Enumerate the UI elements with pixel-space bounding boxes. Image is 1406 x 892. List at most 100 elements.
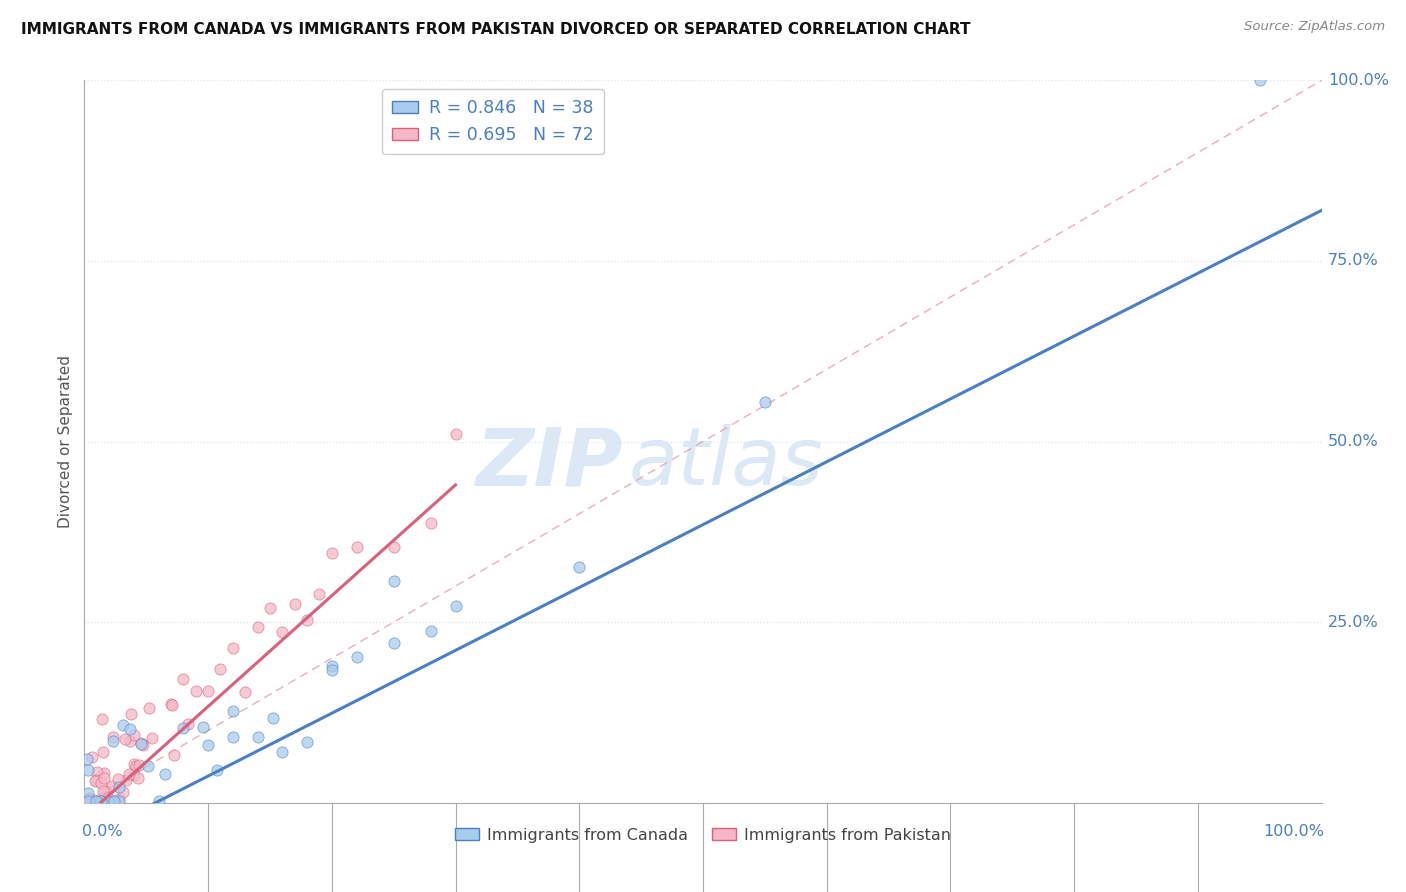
Point <box>79 795 101 809</box>
Point <box>86 765 108 780</box>
Point <box>177 716 200 731</box>
Point <box>93 783 115 797</box>
Point <box>246 730 269 744</box>
Point <box>76 763 98 777</box>
Point <box>321 546 343 560</box>
Point <box>84 795 107 809</box>
Y-axis label: Divorced or Separated: Divorced or Separated <box>58 355 73 528</box>
Point <box>138 700 160 714</box>
Point <box>97 790 120 805</box>
Point <box>94 784 117 798</box>
Point <box>136 759 159 773</box>
Point <box>148 794 170 808</box>
Point <box>284 598 307 612</box>
Legend: Immigrants from Canada, Immigrants from Pakistan: Immigrants from Canada, Immigrants from … <box>449 822 957 849</box>
Point <box>115 772 138 787</box>
Point <box>321 659 343 673</box>
Text: atlas: atlas <box>628 425 824 502</box>
Point <box>222 730 245 744</box>
Point <box>86 772 108 787</box>
Point <box>1249 73 1271 87</box>
Point <box>120 733 142 747</box>
Point <box>82 749 104 764</box>
Point <box>382 636 405 650</box>
Point <box>125 758 148 772</box>
Point <box>101 733 124 747</box>
Point <box>346 650 368 665</box>
Point <box>84 773 107 788</box>
Point <box>754 394 776 409</box>
Point <box>184 684 207 698</box>
Point <box>112 785 135 799</box>
Point <box>90 712 112 726</box>
Point <box>193 720 215 734</box>
Point <box>128 757 150 772</box>
Point <box>77 791 100 805</box>
Point <box>75 795 97 809</box>
Text: 100.0%: 100.0% <box>1327 73 1389 87</box>
Point <box>93 795 115 809</box>
Point <box>77 795 100 809</box>
Point <box>162 698 184 712</box>
Point <box>122 768 145 782</box>
Point <box>295 735 318 749</box>
Point <box>77 794 100 808</box>
Point <box>382 574 405 588</box>
Point <box>222 704 245 718</box>
Point <box>97 794 120 808</box>
Point <box>101 779 124 793</box>
Text: 50.0%: 50.0% <box>1327 434 1378 449</box>
Point <box>76 752 98 766</box>
Text: 75.0%: 75.0% <box>1327 253 1378 268</box>
Point <box>419 516 441 531</box>
Point <box>82 795 104 809</box>
Point <box>295 613 318 627</box>
Point <box>101 730 124 744</box>
Point <box>87 795 110 809</box>
Text: 25.0%: 25.0% <box>1327 615 1378 630</box>
Point <box>141 731 163 745</box>
Point <box>120 706 142 721</box>
Text: 0.0%: 0.0% <box>82 824 122 839</box>
Point <box>114 731 136 746</box>
Point <box>262 711 284 725</box>
Point <box>117 767 139 781</box>
Point <box>197 684 219 698</box>
Point <box>90 776 112 790</box>
Point <box>75 795 97 809</box>
Point <box>246 620 269 634</box>
Point <box>93 766 115 780</box>
Point <box>79 795 101 809</box>
Point <box>122 727 145 741</box>
Point <box>163 747 186 762</box>
Point <box>132 738 155 752</box>
Point <box>93 771 115 785</box>
Point <box>103 795 125 809</box>
Point <box>83 793 105 807</box>
Point <box>75 795 97 809</box>
Point <box>103 794 125 808</box>
Text: IMMIGRANTS FROM CANADA VS IMMIGRANTS FROM PAKISTAN DIVORCED OR SEPARATED CORRELA: IMMIGRANTS FROM CANADA VS IMMIGRANTS FRO… <box>21 22 970 37</box>
Point <box>127 772 149 786</box>
Point <box>382 540 405 554</box>
Point <box>108 792 131 806</box>
Point <box>568 559 591 574</box>
Point <box>172 721 194 735</box>
Point <box>444 427 467 442</box>
Point <box>93 795 115 809</box>
Point <box>444 599 467 614</box>
Point <box>107 794 129 808</box>
Point <box>197 738 219 752</box>
Point <box>90 795 112 809</box>
Point <box>118 722 141 736</box>
Point <box>111 717 134 731</box>
Point <box>321 663 343 677</box>
Point <box>107 772 129 786</box>
Point <box>77 792 100 806</box>
Point <box>172 672 194 686</box>
Point <box>259 600 281 615</box>
Point <box>308 587 330 601</box>
Point <box>131 736 153 750</box>
Point <box>77 786 100 800</box>
Point <box>419 624 441 638</box>
